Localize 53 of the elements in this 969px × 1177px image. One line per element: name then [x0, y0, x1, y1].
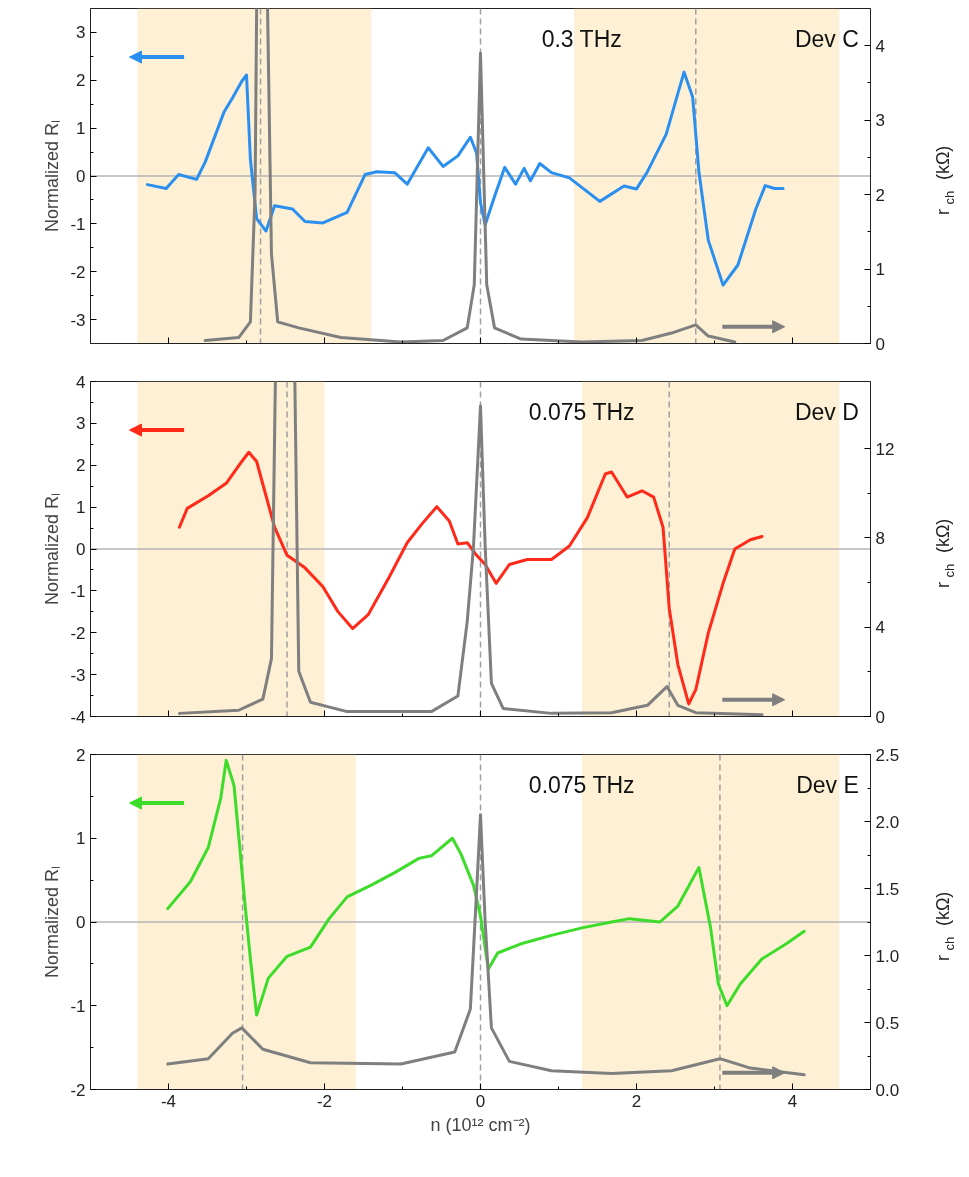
y2-tick-label: 0.0 — [875, 1080, 900, 1100]
annotation: 0.075 THz — [528, 771, 635, 798]
y-tick-label: -1 — [70, 581, 86, 601]
x-tick-label: 2 — [631, 1091, 642, 1111]
y2-tick-label: 4 — [875, 618, 885, 638]
y2-axis-title: rch (kΩ) — [932, 145, 958, 215]
annotation: Dev D — [794, 398, 859, 425]
y-tick-label: -3 — [70, 665, 86, 685]
y-tick-label: 4 — [76, 372, 86, 392]
y2-tick-label: 0.5 — [875, 1013, 900, 1033]
y-tick-label: -1 — [70, 996, 86, 1016]
y2-tick-label: 3 — [875, 111, 885, 131]
y-tick-label: 2 — [76, 456, 86, 476]
y-axis-title: Normalized Rₗ — [42, 119, 63, 233]
annotation: Dev E — [796, 771, 859, 798]
y2-tick-label: 1.5 — [875, 879, 900, 899]
y-tick-label: -2 — [70, 262, 86, 282]
y-tick-label: 1 — [76, 119, 86, 139]
y-tick-label: 0 — [76, 913, 86, 932]
y-tick-label: 1 — [76, 498, 86, 518]
y2-tick-label: 0 — [875, 334, 885, 354]
y2-axis-title: rch (kΩ) — [932, 518, 958, 588]
y2-tick-label: 2 — [875, 185, 885, 205]
x-tick-label: 0 — [475, 1091, 486, 1111]
x-axis-title: n (10¹² cm⁻²) — [430, 1114, 531, 1135]
x-tick-label: -2 — [316, 1091, 333, 1111]
y-tick-label: -2 — [70, 623, 86, 643]
annotation: 0.3 THz — [541, 25, 622, 52]
y-axis-title: Normalized Rₗ — [42, 492, 63, 606]
y-tick-label: 0 — [76, 540, 86, 559]
y-tick-label: 2 — [76, 745, 86, 765]
y2-axis-title: rch (kΩ) — [932, 891, 958, 961]
annotation: Dev C — [794, 25, 859, 52]
x-tick-label: -4 — [160, 1091, 177, 1111]
y2-tick-label: 8 — [875, 528, 885, 548]
y-tick-label: 1 — [76, 829, 86, 849]
y-tick-label: 2 — [76, 71, 86, 91]
y-tick-label: -1 — [70, 214, 86, 234]
y2-tick-label: 1.0 — [875, 946, 900, 966]
y-axis-title: Normalized Rₗ — [42, 865, 63, 979]
y-tick-label: -3 — [70, 310, 86, 330]
y-tick-label: -4 — [70, 707, 86, 727]
y-tick-label: 3 — [76, 23, 86, 43]
y2-tick-label: 4 — [875, 36, 885, 56]
y2-tick-label: 12 — [875, 439, 895, 459]
y2-tick-label: 2.0 — [875, 812, 900, 832]
x-tick-label: 4 — [787, 1091, 798, 1111]
y2-tick-label: 1 — [875, 260, 885, 280]
y-tick-label: 0 — [76, 167, 86, 186]
y2-tick-label: 0 — [875, 707, 885, 727]
y2-tick-label: 2.5 — [875, 745, 900, 765]
annotation: 0.075 THz — [528, 398, 635, 425]
y-tick-label: 3 — [76, 414, 86, 434]
